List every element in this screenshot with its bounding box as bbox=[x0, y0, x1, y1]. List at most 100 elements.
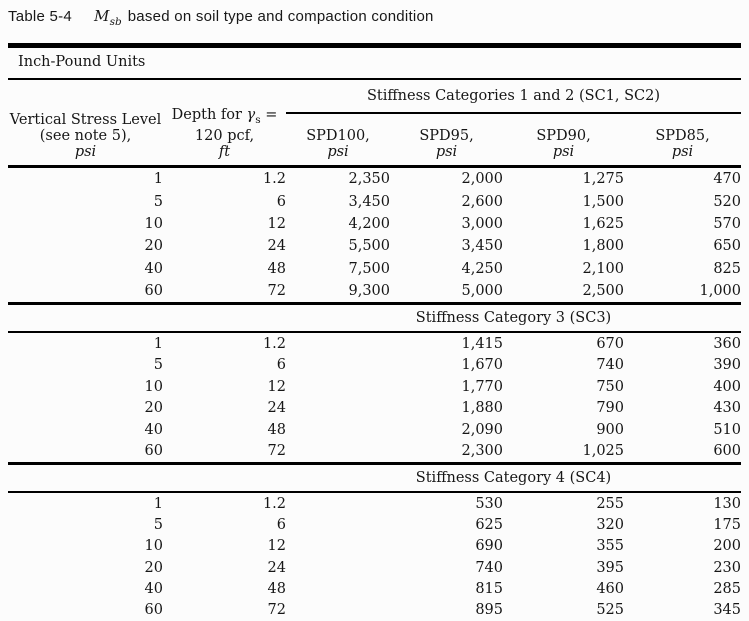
table-row: 20 24 1,880 790 430 bbox=[8, 398, 741, 420]
table-cell: 740 bbox=[596, 357, 624, 374]
table-cell: 460 bbox=[596, 581, 624, 598]
table-cell: 510 bbox=[713, 421, 741, 438]
table-cell: 1,670 bbox=[461, 357, 503, 374]
table-row: 40 48 815 460 285 bbox=[8, 579, 741, 600]
table-cell: 285 bbox=[713, 581, 741, 598]
col-header-line: Depth for γs = bbox=[171, 107, 278, 126]
table-cell: 24 bbox=[267, 400, 286, 417]
table-cell: 400 bbox=[713, 378, 741, 395]
table-cell bbox=[286, 558, 390, 579]
table-cell: 1,800 bbox=[582, 238, 624, 255]
data-table: Vertical Stress Level (see note 5), psi … bbox=[8, 80, 741, 621]
table-cell: 175 bbox=[713, 516, 741, 533]
table-cell: 2,100 bbox=[582, 260, 624, 277]
section-label: Stiffness Category 3 (SC3) bbox=[286, 302, 741, 334]
table-cell: 24 bbox=[267, 238, 286, 255]
table-row: 5 6 3,450 2,600 1,500 520 bbox=[8, 190, 741, 212]
table-cell: 470 bbox=[713, 171, 741, 188]
table-cell bbox=[286, 492, 390, 514]
table-cell: 790 bbox=[596, 400, 624, 417]
col-header-line: 120 pcf, bbox=[194, 128, 255, 144]
table-cell: 5,000 bbox=[461, 283, 503, 300]
table-cell: 4,200 bbox=[348, 215, 390, 232]
table-cell: 12 bbox=[267, 538, 286, 555]
table-cell bbox=[286, 376, 390, 398]
table-row: 1 1.2 530 255 130 bbox=[8, 492, 741, 514]
table-cell: 10 bbox=[144, 215, 163, 232]
table-cell: 12 bbox=[267, 378, 286, 395]
col-header-spd90: SPD90, psi bbox=[503, 113, 624, 168]
table-cell: 1 bbox=[153, 335, 163, 352]
table-row: 5 6 1,670 740 390 bbox=[8, 355, 741, 377]
table-cell: 40 bbox=[144, 260, 163, 277]
table-cell: 1.2 bbox=[262, 495, 286, 512]
table-cell: 5,500 bbox=[348, 238, 390, 255]
table-cell bbox=[286, 579, 390, 600]
table-cell: 72 bbox=[267, 283, 286, 300]
title-text: based on soil type and compaction condit… bbox=[127, 8, 434, 25]
table-cell: 600 bbox=[713, 443, 741, 460]
section-label: Stiffness Category 4 (SC4) bbox=[286, 462, 741, 494]
table-cell: 5 bbox=[153, 516, 163, 533]
table-cell: 48 bbox=[267, 421, 286, 438]
table-cell: 690 bbox=[475, 538, 503, 555]
table-row: 10 12 690 355 200 bbox=[8, 536, 741, 557]
table-cell: 10 bbox=[144, 538, 163, 555]
table-cell: 3,000 bbox=[461, 215, 503, 232]
table-cell: 48 bbox=[267, 260, 286, 277]
col-header-spd85: SPD85, psi bbox=[624, 113, 741, 168]
table-cell: 9,300 bbox=[348, 283, 390, 300]
header-spanner-row: Vertical Stress Level (see note 5), psi … bbox=[8, 80, 741, 168]
table-cell bbox=[286, 441, 390, 464]
table-cell bbox=[286, 419, 390, 441]
table-cell bbox=[286, 515, 390, 536]
table-cell: 2,500 bbox=[582, 283, 624, 300]
table-row: 1 1.2 1,415 670 360 bbox=[8, 332, 741, 355]
col-header-line: Vertical Stress Level bbox=[9, 112, 162, 128]
title-variable: Msb bbox=[93, 7, 122, 28]
table-cell: 72 bbox=[267, 443, 286, 460]
col-header-spd100: SPD100, psi bbox=[286, 113, 390, 168]
table-cell: 2,350 bbox=[348, 171, 390, 188]
table-row: 60 72 9,300 5,000 2,500 1,000 bbox=[8, 280, 741, 304]
table-cell: 10 bbox=[144, 378, 163, 395]
table-cell: 1,880 bbox=[461, 400, 503, 417]
table-cell: 60 bbox=[144, 283, 163, 300]
table-cell bbox=[286, 332, 390, 355]
table-cell bbox=[286, 355, 390, 377]
table-cell: 255 bbox=[596, 495, 624, 512]
table-cell: 895 bbox=[475, 602, 503, 619]
section-label-row: Stiffness Category 3 (SC3) bbox=[8, 302, 741, 334]
table-cell: 1.2 bbox=[262, 335, 286, 352]
table-cell: 40 bbox=[144, 421, 163, 438]
table-cell: 625 bbox=[475, 516, 503, 533]
table-cell: 390 bbox=[713, 357, 741, 374]
table-cell: 1.2 bbox=[262, 171, 286, 188]
table-cell bbox=[286, 600, 390, 621]
units-banner: Inch-Pound Units bbox=[8, 48, 741, 80]
table-cell: 1,625 bbox=[582, 215, 624, 232]
table-cell: 72 bbox=[267, 602, 286, 619]
table-cell: 24 bbox=[267, 559, 286, 576]
table-row: 40 48 2,090 900 510 bbox=[8, 419, 741, 441]
table-cell: 1,500 bbox=[582, 193, 624, 210]
gamma-symbol: γ bbox=[246, 107, 256, 124]
table-cell: 1,770 bbox=[461, 378, 503, 395]
header-spd-row: SPD100, psi SPD95, psi SPD90, psi SPD85,… bbox=[8, 113, 741, 168]
section-label-spacer bbox=[8, 302, 286, 334]
table-cell: 2,600 bbox=[461, 193, 503, 210]
table-cell: 355 bbox=[596, 538, 624, 555]
table-row: 40 48 7,500 4,250 2,100 825 bbox=[8, 258, 741, 280]
table-cell: 60 bbox=[144, 602, 163, 619]
table-row: 10 12 4,200 3,000 1,625 570 bbox=[8, 213, 741, 235]
table-cell: 1,275 bbox=[582, 171, 624, 188]
table-cell: 1,025 bbox=[582, 443, 624, 460]
col-header-depth: Depth for γs = 120 pcf, ft bbox=[163, 80, 286, 168]
table-cell: 2,300 bbox=[461, 443, 503, 460]
table-cell: 650 bbox=[713, 238, 741, 255]
table-row: 60 72 2,300 1,025 600 bbox=[8, 441, 741, 464]
top-rule bbox=[8, 43, 741, 48]
table-cell: 750 bbox=[596, 378, 624, 395]
table-row: 1 1.2 2,350 2,000 1,275 470 bbox=[8, 167, 741, 191]
